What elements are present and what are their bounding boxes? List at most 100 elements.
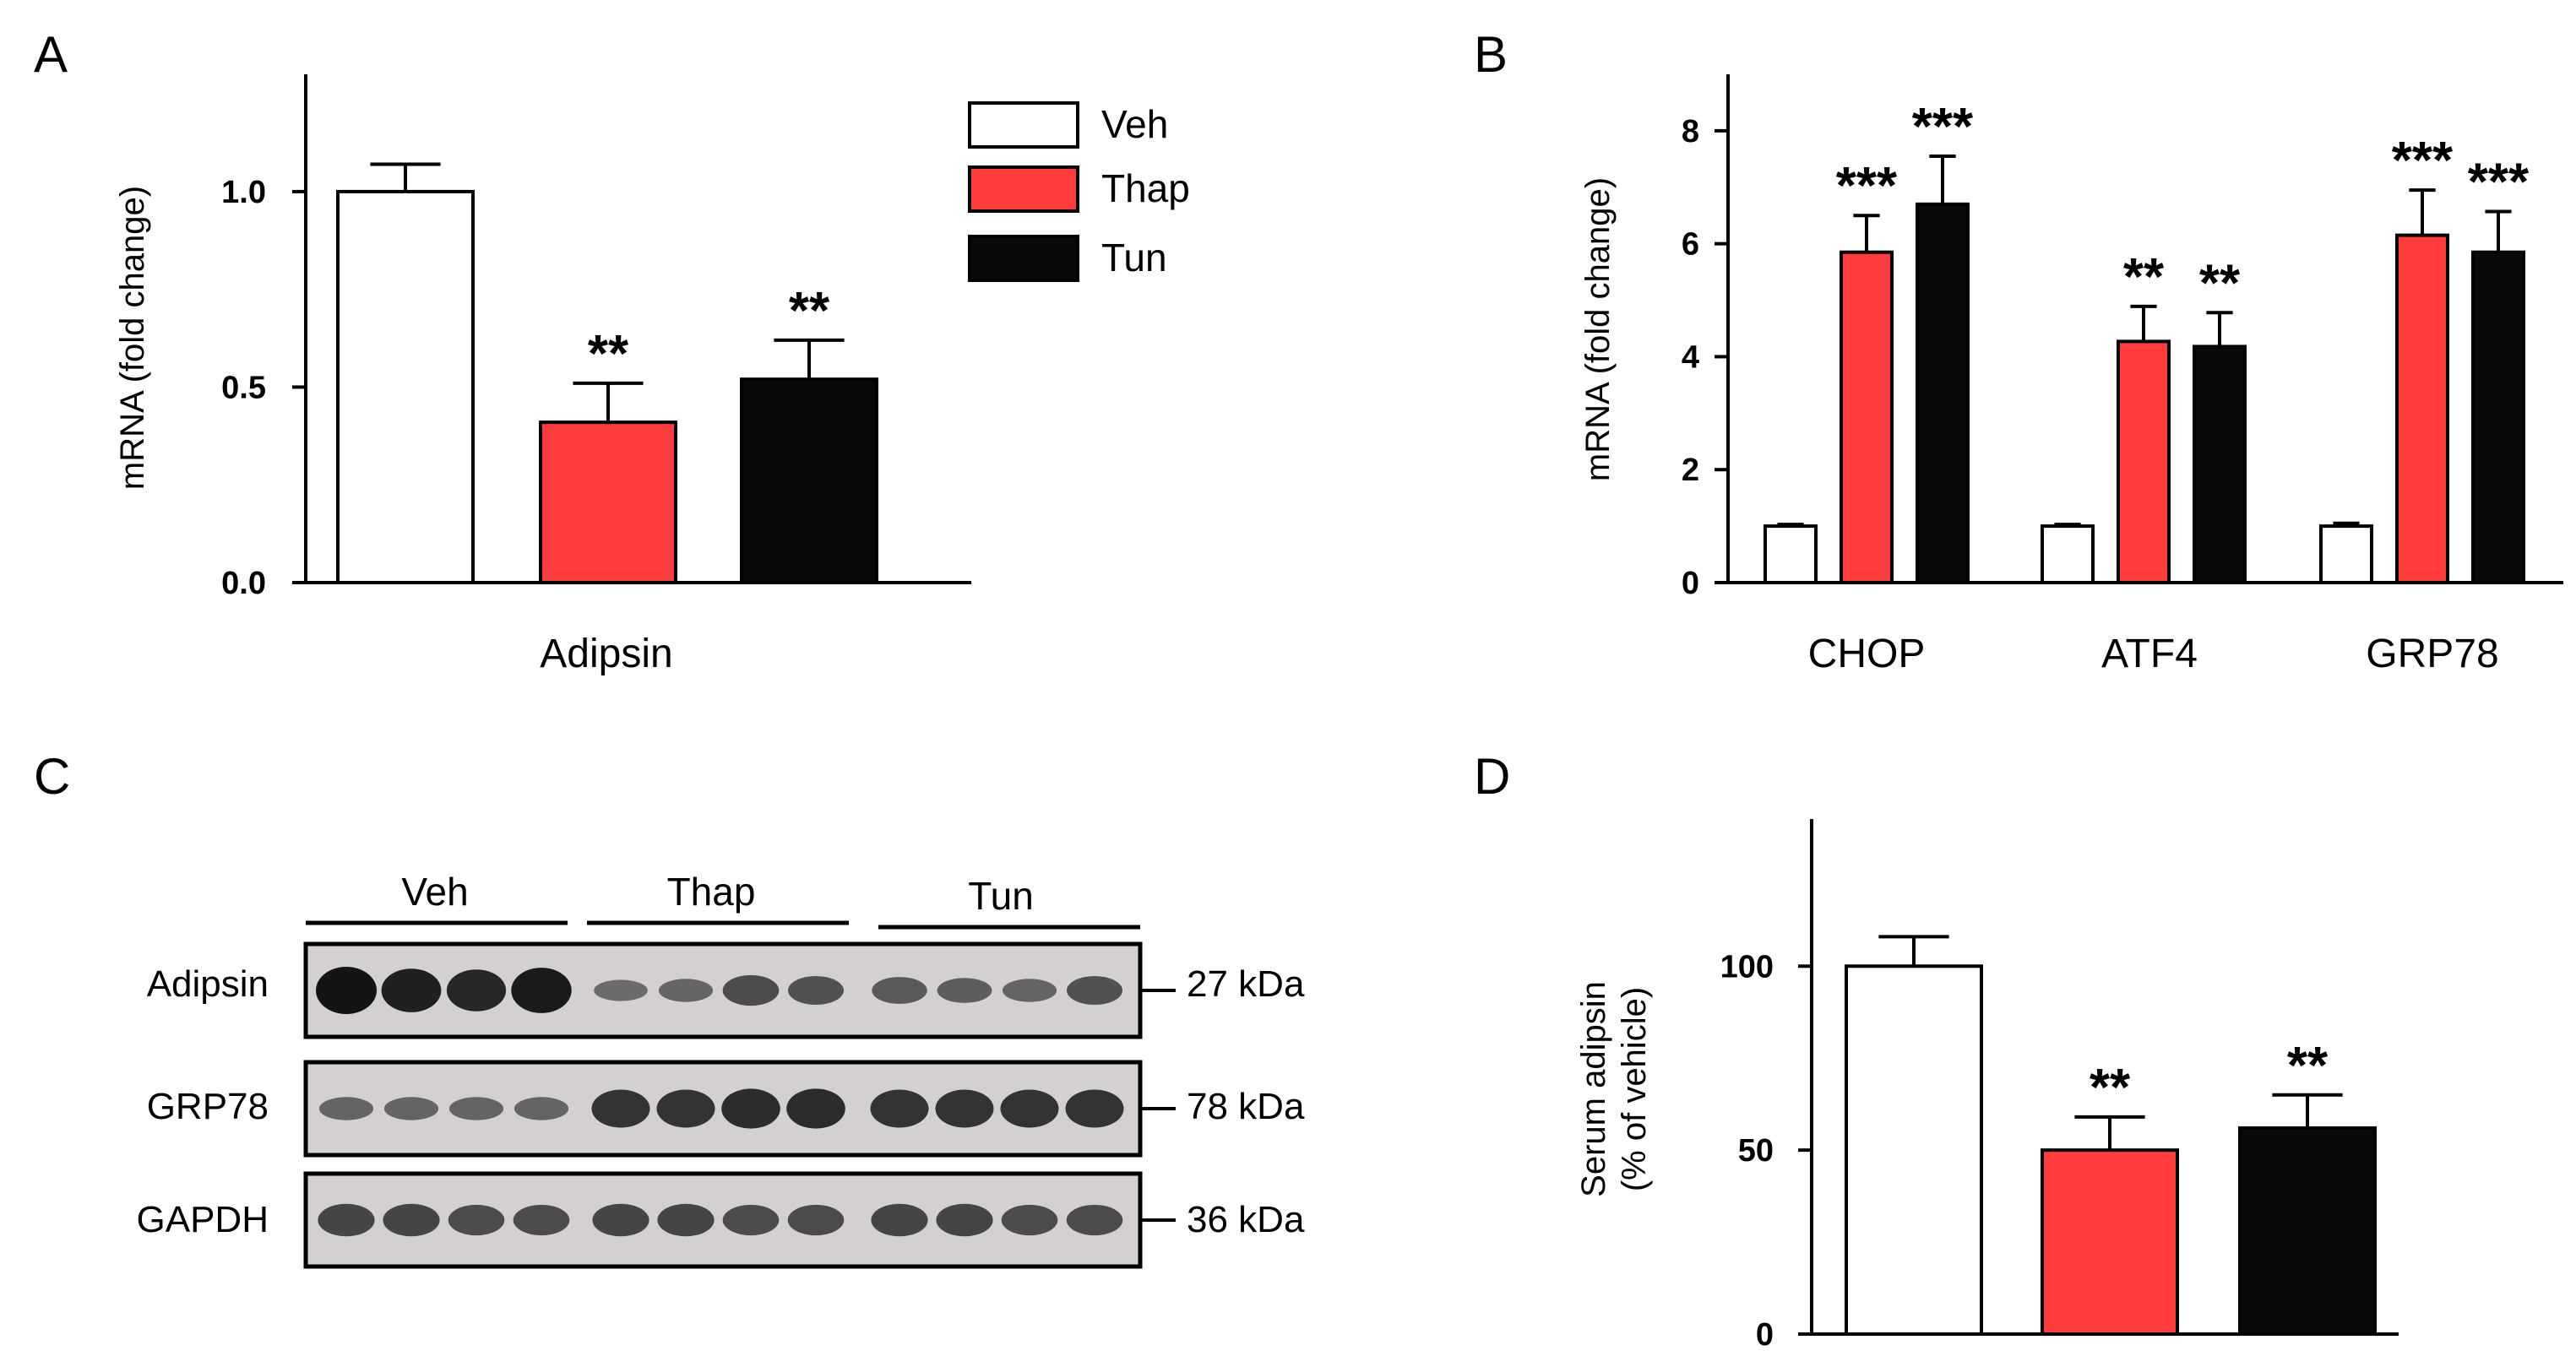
blot-band	[936, 1203, 993, 1237]
blot-band	[657, 1203, 715, 1237]
panel-b-bar-veh	[2041, 524, 2095, 584]
panel-letter-d: D	[1474, 748, 1510, 805]
panel-a-ylabel: mRNA (fold change)	[114, 186, 151, 490]
blot-band	[786, 1088, 845, 1129]
panel-d-bar-veh	[1845, 964, 1983, 1337]
blot-band	[514, 1097, 569, 1120]
panel-b-significance-label: **	[2123, 248, 2165, 306]
blot-band	[872, 977, 927, 1004]
blot-band	[787, 1204, 845, 1236]
blot-band	[722, 1204, 780, 1236]
panel-b-y-tick-label: 6	[1682, 227, 1699, 263]
blot-band	[1000, 1089, 1059, 1128]
panel-b-significance-label: ***	[2468, 154, 2530, 212]
panel-b-category-grp78: GRP78	[2366, 632, 2498, 676]
legend-swatch-thap	[968, 165, 1079, 213]
panel-b-bar-veh	[2319, 524, 2373, 584]
blot-band	[316, 967, 377, 1014]
panel-b-bar-thap	[2117, 339, 2171, 584]
legend-swatch-veh	[968, 101, 1079, 149]
panel-a-bar-thap	[539, 420, 677, 584]
panel-letter-b: B	[1474, 26, 1508, 83]
blot-group-label-tun: Tun	[968, 874, 1034, 918]
panel-d-chart: Serum adipsin (% of vehicle) 0 50 100 ** **	[1575, 819, 2399, 1353]
panel-b-bar-tun	[2193, 344, 2247, 584]
panel-d-y-tick-label: 50	[1738, 1133, 1774, 1169]
blot-band	[658, 979, 714, 1002]
panel-b-bar-veh	[1764, 524, 1818, 584]
panel-a-bar-veh	[336, 189, 475, 585]
panel-a-category-label: Adipsin	[540, 632, 672, 676]
blot-band	[722, 974, 780, 1006]
panel-a-significance-label: **	[789, 282, 830, 340]
panel-b-significance-label: ***	[2392, 132, 2454, 190]
blot-band	[591, 1089, 650, 1128]
panel-b-significance-label: **	[2199, 254, 2241, 312]
blot-band	[594, 979, 648, 1001]
panel-d-significance-label: **	[2090, 1059, 2131, 1117]
panel-b-significance-label: ***	[1836, 157, 1898, 215]
blot-band	[513, 1204, 570, 1236]
panel-b-category-atf4: ATF4	[2101, 632, 2198, 676]
panel-letter-a: A	[34, 26, 68, 83]
panel-b-y-tick-label: 2	[1682, 453, 1699, 488]
panel-a-y-tick-label: 0.5	[221, 370, 266, 405]
blot-kda-gapdh: 36 kDa	[1187, 1199, 1305, 1240]
panel-b-y-tick-label: 8	[1682, 114, 1699, 149]
blot-row-label-gapdh: GAPDH	[137, 1199, 269, 1240]
panel-a-bar-tun	[740, 377, 878, 585]
panel-c-blot: Veh Thap Tun Adipsin GRP78 GAPDH 27 kDa …	[137, 870, 1305, 1269]
blot-band	[383, 1097, 439, 1120]
blot-group-label-veh: Veh	[401, 870, 468, 914]
panel-b-bar-thap	[1840, 250, 1894, 584]
panel-d-y-tick-label: 100	[1720, 949, 1774, 985]
blot-band	[656, 1089, 715, 1128]
blot-band	[1065, 1089, 1124, 1128]
blot-band	[1002, 979, 1057, 1002]
blot-kda-adipsin: 27 kDa	[1187, 963, 1305, 1005]
panel-a-significance-label: **	[588, 325, 629, 383]
blot-band	[1066, 1204, 1123, 1236]
panel-d-significance-label: **	[2287, 1037, 2329, 1095]
blot-group-label-thap: Thap	[667, 870, 756, 914]
blot-band	[511, 968, 572, 1013]
panel-b-ylabel: mRNA (fold change)	[1579, 177, 1617, 481]
legend-label-thap: Thap	[1101, 166, 1190, 210]
panel-b-y-tick-label: 4	[1682, 339, 1699, 375]
blot-band	[721, 1088, 780, 1129]
legend-label-tun: Tun	[1101, 236, 1167, 279]
blot-band	[788, 976, 844, 1005]
panel-b-chart: mRNA (fold change) CHOP ATF4 GRP78 0 2 4 6 8…	[1579, 74, 2563, 676]
blot-band	[448, 1097, 504, 1120]
blot-band	[381, 968, 442, 1012]
blot-band	[1067, 976, 1122, 1005]
panel-b-bar-tun	[1916, 202, 1970, 584]
panel-d-ylabel: Serum adipsin	[1575, 981, 1612, 1197]
legend-swatch-tun	[968, 235, 1079, 282]
blot-band	[870, 1089, 929, 1128]
blot-row-label-adipsin: Adipsin	[147, 963, 269, 1005]
panel-d-ylabel-units: (% of vehicle)	[1616, 987, 1653, 1191]
panel-b-y-tick-label: 0	[1682, 566, 1699, 601]
panel-d-bar-tun	[2238, 1126, 2377, 1336]
blot-band	[383, 1203, 440, 1237]
blot-band	[318, 1203, 375, 1237]
blot-kda-grp78: 78 kDa	[1187, 1086, 1305, 1127]
blot-row-label-grp78: GRP78	[147, 1086, 269, 1127]
blot-band	[318, 1097, 374, 1120]
panel-d-bar-thap	[2041, 1148, 2179, 1336]
panel-b-significance-label: ***	[1912, 98, 1974, 156]
panel-b-bar-tun	[2471, 250, 2525, 584]
panel-d-y-tick-label: 0	[1756, 1317, 1774, 1353]
panel-b-category-chop: CHOP	[1808, 632, 1926, 676]
blot-band	[1001, 1204, 1058, 1236]
blot-band	[446, 969, 507, 1012]
panel-b-bar-thap	[2395, 233, 2449, 584]
panel-letter-c: C	[34, 748, 70, 805]
panel-a-chart: mRNA (fold change) Adipsin 0.0 0.5 1.0 ** **	[114, 74, 971, 676]
blot-band	[871, 1203, 928, 1237]
blot-band	[935, 1089, 994, 1128]
legend: Veh Thap Tun	[968, 101, 1190, 282]
blot-band	[448, 1204, 505, 1236]
